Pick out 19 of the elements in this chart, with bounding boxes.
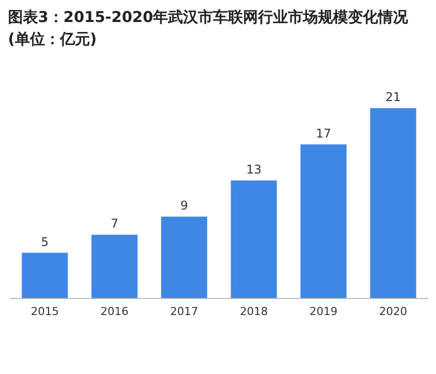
data-label: 17: [316, 126, 332, 140]
x-tick-label: 2018: [240, 305, 268, 318]
bar: [370, 108, 416, 298]
chart-title: 图表3：2015-2020年武汉市车联网行业市场规模变化情况(单位：亿元): [8, 7, 410, 50]
x-tick-label: 2017: [170, 305, 198, 318]
x-tick-label: 2015: [30, 305, 59, 318]
data-label: 9: [180, 198, 188, 213]
data-label: 5: [41, 234, 49, 249]
data-label: 21: [386, 90, 401, 104]
bar: [161, 216, 208, 298]
data-label: 7: [110, 216, 118, 231]
x-tick-label: 2016: [100, 305, 128, 318]
data-label: 13: [246, 162, 262, 176]
x-tick-label: 2020: [379, 305, 408, 318]
bar: [230, 180, 277, 298]
bar: [300, 144, 346, 298]
bar: [92, 234, 138, 298]
bar: [22, 252, 68, 298]
x-tick-label: 2019: [310, 305, 338, 318]
